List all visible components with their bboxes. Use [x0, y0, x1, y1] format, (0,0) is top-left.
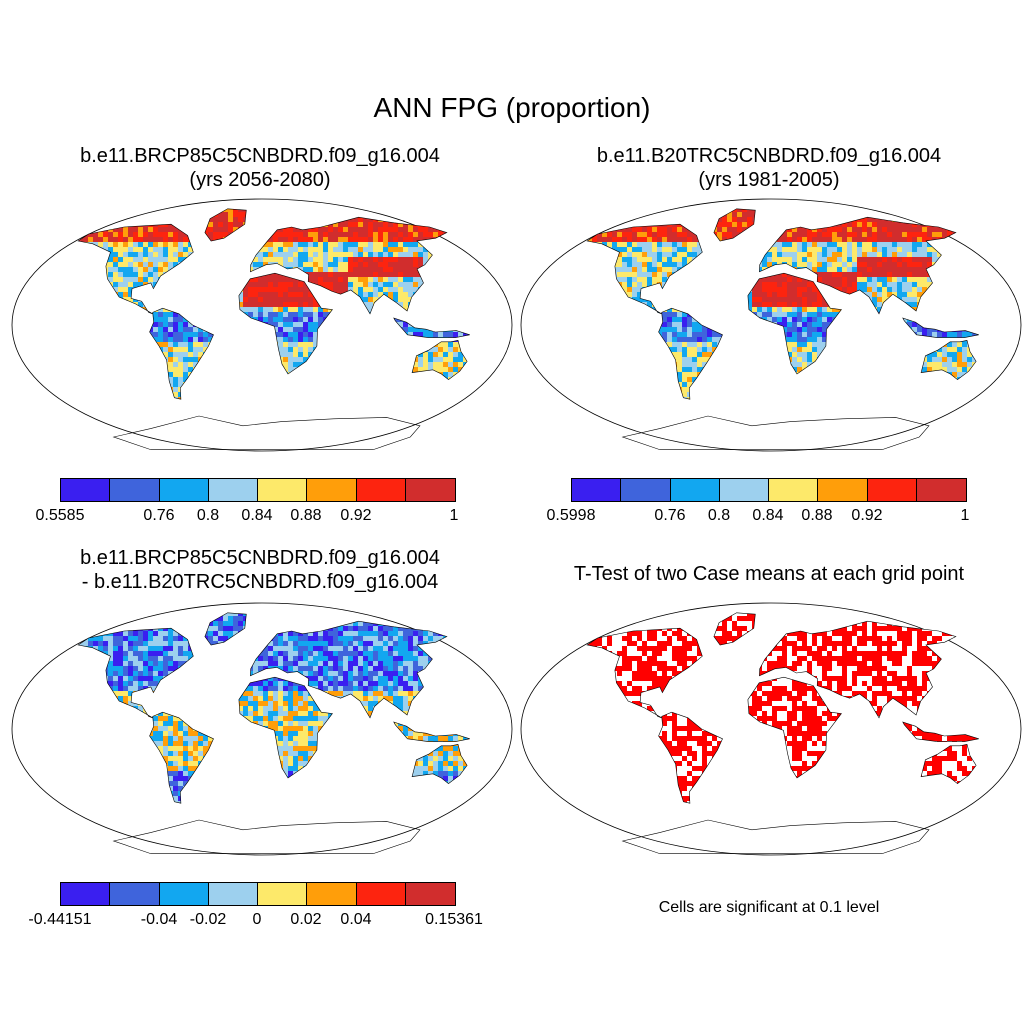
panel-2-title-line2: (yrs 1981-2005): [514, 168, 1024, 192]
panel-1-title-line1: b.e11.BRCP85C5CNBDRD.f09_g16.004: [5, 144, 515, 168]
tick-label: 0.15361: [425, 911, 483, 929]
map-panel-1: [11, 198, 513, 452]
tick-label: 0.02: [290, 911, 321, 929]
coastline-northAmerica: [586, 223, 703, 315]
colorbar-swatch: [258, 883, 308, 905]
map-panel-3: [11, 602, 513, 856]
panel-3-title: b.e11.BRCP85C5CNBDRD.f09_g16.004 - b.e11…: [5, 546, 515, 594]
coastline-antarctica: [112, 819, 421, 854]
colorbar-swatch: [572, 479, 622, 501]
colorbar-swatch: [110, 883, 160, 905]
colorbar-swatch: [356, 883, 406, 905]
coastline-antarctica: [112, 415, 421, 450]
colorbar-swatch: [867, 479, 917, 501]
coastline-southAmerica: [658, 307, 723, 400]
coastline-northAmerica: [586, 627, 703, 719]
coastline-northAmerica: [77, 223, 194, 315]
significance-note: Cells are significant at 0.1 level: [514, 899, 1024, 917]
panel-2-title: b.e11.B20TRC5CNBDRD.f09_g16.004 (yrs 198…: [514, 144, 1024, 192]
tick-label: 0.88: [801, 507, 832, 525]
coastline-greenland: [713, 612, 756, 646]
tick-label: 0.04: [340, 911, 371, 929]
colorbar-swatch: [719, 479, 769, 501]
coastline-southAmerica: [658, 711, 723, 804]
colorbar-swatch: [405, 883, 455, 905]
tick-label: 0.76: [654, 507, 685, 525]
panel-4-title: T-Test of two Case means at each grid po…: [514, 562, 1024, 586]
coastline-eurasia: [759, 216, 957, 315]
colorbar-panel-2: [571, 478, 967, 502]
colorbar-panel-3: [60, 882, 456, 906]
tick-label: 1: [961, 507, 970, 525]
coastline-antarctica: [621, 415, 930, 450]
colorbar-swatch: [916, 479, 966, 501]
colorbar-swatch: [208, 883, 258, 905]
figure-title: ANN FPG (proportion): [0, 92, 1024, 124]
tick-label: -0.02: [190, 911, 226, 929]
coastline-africa: [747, 272, 842, 375]
coastline-africa: [238, 272, 333, 375]
tick-label: 0.5585: [36, 507, 85, 525]
coastline-antarctica: [621, 819, 930, 854]
coastline-greenland: [713, 208, 756, 242]
coastline-seAsia: [393, 721, 470, 742]
coastline-australia: [920, 744, 977, 784]
coastline-australia: [411, 744, 468, 784]
tick-label: -0.04: [141, 911, 177, 929]
coastline-southAmerica: [149, 711, 214, 804]
coastline-australia: [920, 340, 977, 380]
colorbar-swatch: [159, 479, 209, 501]
tick-label: 0.76: [143, 507, 174, 525]
coastline-eurasia: [759, 620, 957, 719]
tick-label: 0.88: [290, 507, 321, 525]
coastline-eurasia: [250, 620, 448, 719]
tick-label: 0.84: [241, 507, 272, 525]
coastline-southAmerica: [149, 307, 214, 400]
tick-label: 0.5998: [547, 507, 596, 525]
colorbar-swatch: [307, 883, 357, 905]
tick-label: 1: [450, 507, 459, 525]
coastline-seAsia: [902, 317, 979, 338]
colorbar-swatch: [159, 883, 209, 905]
map-panel-2: [520, 198, 1022, 452]
tick-label: -0.44151: [28, 911, 91, 929]
tick-label: 0.84: [752, 507, 783, 525]
tick-label: 0: [253, 911, 262, 929]
panel-1-title: b.e11.BRCP85C5CNBDRD.f09_g16.004 (yrs 20…: [5, 144, 515, 192]
colorbar-swatch: [110, 479, 160, 501]
colorbar-swatch: [258, 479, 308, 501]
colorbar-swatch: [670, 479, 720, 501]
colorbar-swatch: [621, 479, 671, 501]
colorbar-swatch: [61, 479, 111, 501]
tick-label: 0.8: [197, 507, 219, 525]
panel-2-title-line1: b.e11.B20TRC5CNBDRD.f09_g16.004: [514, 144, 1024, 168]
colorbar-swatch: [61, 883, 111, 905]
coastline-greenland: [204, 208, 247, 242]
coastline-africa: [238, 676, 333, 779]
coastline-eurasia: [250, 216, 448, 315]
panel-3-title-line2: - b.e11.B20TRC5CNBDRD.f09_g16.004: [5, 570, 515, 594]
coastline-australia: [411, 340, 468, 380]
tick-label: 0.8: [708, 507, 730, 525]
colorbar-swatch: [405, 479, 455, 501]
coastline-greenland: [204, 612, 247, 646]
tick-label: 0.92: [340, 507, 371, 525]
colorbar-swatch: [818, 479, 868, 501]
colorbar-swatch: [208, 479, 258, 501]
colorbar-panel-1: [60, 478, 456, 502]
coastline-northAmerica: [77, 627, 194, 719]
tick-label: 0.92: [851, 507, 882, 525]
coastline-seAsia: [902, 721, 979, 742]
colorbar-swatch: [769, 479, 819, 501]
panel-1-title-line2: (yrs 2056-2080): [5, 168, 515, 192]
colorbar-swatch: [356, 479, 406, 501]
map-panel-4: [520, 602, 1022, 856]
coastline-seAsia: [393, 317, 470, 338]
panel-3-title-line1: b.e11.BRCP85C5CNBDRD.f09_g16.004: [5, 546, 515, 570]
colorbar-swatch: [307, 479, 357, 501]
coastline-africa: [747, 676, 842, 779]
